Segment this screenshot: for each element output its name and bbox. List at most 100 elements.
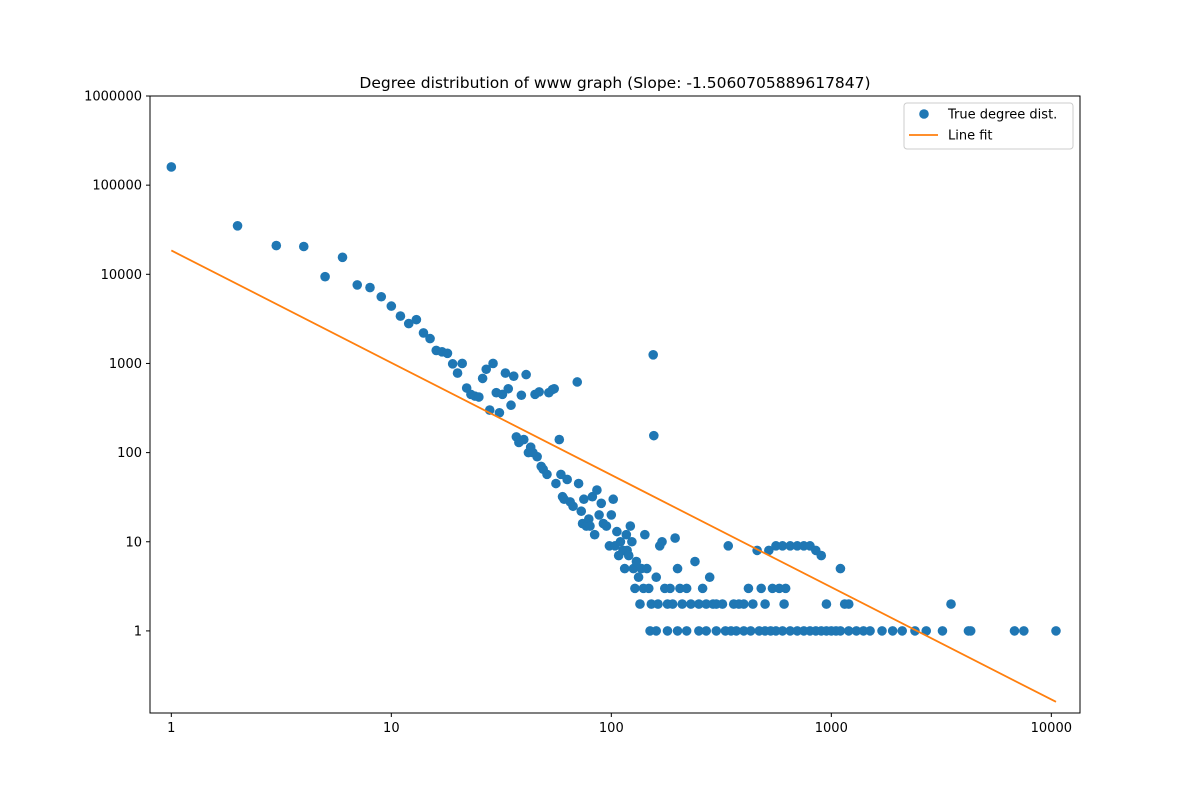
scatter-point bbox=[681, 626, 692, 636]
scatter-point bbox=[835, 626, 846, 636]
scatter-point bbox=[635, 599, 645, 609]
scatter-point bbox=[474, 392, 484, 402]
scatter-point bbox=[697, 583, 708, 594]
scatter-point bbox=[771, 626, 781, 636]
scatter-point bbox=[576, 506, 587, 517]
scatter-point bbox=[521, 369, 531, 380]
series-layer bbox=[166, 162, 1061, 703]
scatter-point bbox=[657, 536, 667, 547]
scatter-point bbox=[690, 556, 700, 567]
scatter-point bbox=[403, 318, 414, 329]
scatter-point bbox=[865, 626, 875, 636]
scatter-point bbox=[623, 550, 634, 561]
legend-label-scatter: True degree dist. bbox=[947, 108, 1057, 123]
y-tick-label: 100000 bbox=[92, 179, 142, 194]
scatter-point bbox=[612, 526, 622, 537]
scatter-point bbox=[549, 383, 559, 394]
scatter-point bbox=[694, 599, 704, 609]
scatter-point bbox=[352, 280, 363, 290]
scatter-point bbox=[662, 626, 673, 636]
scatter-point bbox=[717, 599, 728, 609]
scatter-point bbox=[897, 626, 908, 636]
scatter-point bbox=[887, 626, 898, 636]
scatter-point bbox=[858, 626, 869, 636]
scatter-point bbox=[780, 583, 791, 594]
scatter-point bbox=[771, 541, 781, 551]
scatter-point bbox=[748, 599, 758, 609]
scatter-point bbox=[601, 521, 612, 531]
scatter-point bbox=[488, 358, 498, 369]
scatter-point bbox=[672, 626, 683, 636]
scatter-point bbox=[764, 545, 774, 556]
scatter-point bbox=[677, 599, 688, 609]
scatter-point bbox=[554, 434, 565, 445]
scatter-point bbox=[619, 563, 630, 574]
scatter-point bbox=[633, 572, 644, 583]
scatter-point bbox=[337, 252, 348, 263]
scatter-point bbox=[551, 478, 561, 489]
scatter-point bbox=[481, 364, 492, 375]
scatter-point bbox=[777, 541, 788, 551]
scatter-point bbox=[630, 583, 640, 594]
scatter-point bbox=[542, 469, 552, 480]
scatter-point bbox=[965, 626, 976, 636]
scatter-point bbox=[271, 240, 282, 251]
scatter-point bbox=[731, 626, 742, 636]
scatter-point bbox=[670, 533, 680, 543]
scatter-point bbox=[711, 626, 722, 636]
scatter-point bbox=[608, 494, 619, 505]
scatter-point bbox=[779, 599, 789, 609]
scatter-point bbox=[816, 550, 827, 561]
scatter-point bbox=[672, 563, 683, 574]
scatter-point bbox=[518, 434, 529, 445]
scatter-point bbox=[534, 387, 544, 397]
scatter-point bbox=[320, 271, 330, 282]
scatter-point bbox=[532, 451, 542, 462]
y-tick-label: 1000000 bbox=[84, 90, 142, 105]
scatter-point bbox=[921, 626, 932, 636]
scatter-point bbox=[452, 368, 463, 378]
scatter-point bbox=[785, 541, 795, 551]
fit-line bbox=[170, 249, 1057, 703]
scatter-point bbox=[631, 556, 642, 567]
scatter-point bbox=[516, 390, 527, 401]
scatter-point bbox=[589, 529, 600, 540]
scatter-point bbox=[442, 348, 453, 359]
scatter-point bbox=[667, 599, 678, 609]
scatter-point bbox=[743, 583, 754, 594]
scatter-point bbox=[579, 494, 589, 505]
scatter-point bbox=[395, 311, 406, 321]
scatter-point bbox=[615, 536, 626, 547]
scatter-point bbox=[681, 583, 692, 594]
legend-box bbox=[903, 102, 1074, 150]
scatter-point bbox=[584, 514, 594, 524]
scatter-point bbox=[627, 536, 637, 547]
axes-layer: 1 10 100 1000 10000 1 10 100 1000 10000 100000 1000… bbox=[84, 90, 1081, 736]
y-tick-label: 1000 bbox=[109, 357, 142, 372]
scatter-point bbox=[646, 599, 657, 609]
scatter-point bbox=[503, 383, 514, 394]
scatter-point bbox=[946, 599, 956, 609]
x-tick-label: 1 bbox=[167, 721, 175, 736]
scatter-point bbox=[704, 572, 715, 583]
scatter-point bbox=[596, 498, 607, 509]
scatter-point bbox=[1009, 626, 1020, 636]
scatter-point bbox=[166, 162, 177, 172]
scatter-point bbox=[785, 626, 795, 636]
y-tick-label: 10 bbox=[125, 535, 142, 550]
scatter-point bbox=[621, 529, 632, 540]
scatter-point bbox=[642, 563, 652, 574]
scatter-point bbox=[500, 368, 511, 378]
scatter-point bbox=[756, 583, 766, 594]
x-tick-label: 10 bbox=[383, 721, 400, 736]
scatter-point bbox=[694, 626, 704, 636]
scatter-point bbox=[494, 407, 505, 418]
y-tick-label: 1 bbox=[134, 624, 142, 639]
y-tick-label: 10000 bbox=[101, 268, 142, 283]
scatter-point bbox=[649, 430, 659, 441]
scatter-point bbox=[1019, 626, 1029, 636]
scatter-point bbox=[508, 371, 519, 381]
scatter-point bbox=[738, 626, 749, 636]
scatter-point bbox=[738, 599, 749, 609]
